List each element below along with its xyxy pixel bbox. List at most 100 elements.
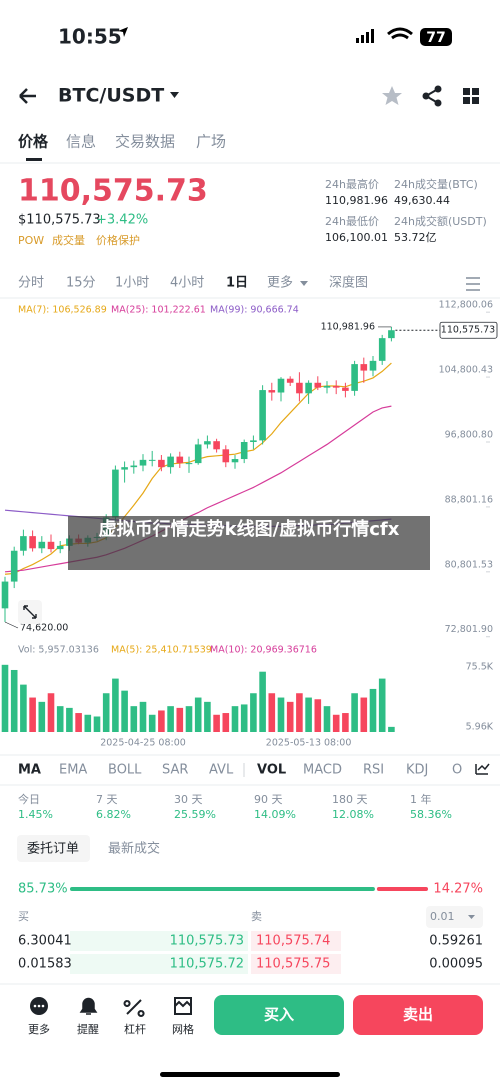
volume-bar — [185, 706, 193, 732]
candle-body — [332, 386, 340, 388]
volume-bar — [38, 701, 46, 732]
indicator-tab[interactable]: MACD — [303, 763, 342, 778]
y-tick-label: 88,801.16 — [445, 494, 493, 505]
sell-button[interactable] — [353, 995, 483, 1035]
period-label: 180 天 — [332, 793, 368, 806]
overlay-caption: 虚拟币行情走势k线图/虚拟币行情cfx — [68, 516, 430, 570]
candle-body — [29, 536, 36, 549]
candle-body — [286, 378, 294, 383]
candle-body — [130, 465, 138, 468]
volume-bar — [102, 693, 110, 732]
volume-bar — [112, 678, 119, 732]
volume-bar — [10, 669, 18, 732]
back-button[interactable] — [19, 88, 36, 104]
more-icon[interactable] — [30, 997, 48, 1015]
volume-tick-label: 5.96K — [466, 721, 494, 732]
timeframe[interactable]: 1日 — [226, 276, 248, 291]
period-change: 58.36% — [410, 808, 452, 821]
indicator-settings[interactable] — [475, 763, 490, 775]
candle-body — [314, 382, 322, 388]
indicator-tab[interactable]: AVL — [209, 763, 234, 778]
order-tab[interactable]: 最新成交 — [108, 841, 160, 857]
indicator-tab[interactable]: BOLL — [108, 763, 142, 778]
legend-item: MA(25): 101,222.61 — [111, 305, 206, 316]
sell-ratio-label: 14.27% — [433, 882, 483, 897]
indicator-tab[interactable]: MA — [18, 763, 41, 778]
indicator-tab[interactable]: O — [452, 763, 462, 778]
indicator-tab[interactable]: SAR — [162, 763, 188, 778]
buy-button[interactable] — [214, 995, 344, 1035]
alert-icon[interactable] — [79, 997, 98, 1015]
timeframe[interactable]: 更多 — [267, 275, 293, 291]
low-label: 74,620.00 — [20, 622, 68, 633]
volume-bar — [139, 701, 147, 732]
candle-body — [121, 467, 128, 470]
tab[interactable]: 价格 — [18, 133, 49, 151]
stat-label: 24h成交量(BTC) — [394, 177, 478, 191]
precision-selector[interactable] — [426, 906, 483, 928]
share-button[interactable] — [422, 85, 442, 107]
chart-settings[interactable] — [466, 277, 480, 291]
usd-price: $110,575.73 — [18, 213, 101, 228]
volume-legend: MA(5): 25,410.71539 — [111, 645, 212, 656]
volume-bar — [47, 693, 55, 732]
bottom-bar-label[interactable]: 更多 — [28, 1022, 50, 1036]
candle-body — [185, 463, 193, 465]
ask-price: 110,575.74 — [256, 934, 330, 949]
volume-bar — [20, 684, 27, 732]
indicator-tab[interactable]: RSI — [363, 763, 384, 778]
timeframe[interactable]: 深度图 — [329, 275, 368, 291]
timeframe[interactable]: 4小时 — [170, 276, 204, 291]
more-dropdown-icon — [300, 281, 308, 286]
candle-body — [148, 459, 156, 461]
bottom-bar-label[interactable]: 网格 — [172, 1022, 194, 1036]
indicator-tab[interactable]: KDJ — [406, 763, 428, 778]
grid-icon[interactable] — [174, 997, 192, 1015]
bottom-bar-label[interactable]: 提醒 — [77, 1023, 99, 1036]
volume-bar — [204, 701, 211, 732]
candle-body — [47, 541, 55, 550]
last-price-tag — [439, 321, 498, 339]
candle-body — [250, 440, 257, 443]
period-change: 12.08% — [332, 808, 374, 821]
location-icon — [118, 27, 128, 37]
y-tick-label: 80,801.53 — [445, 559, 493, 570]
volume-bar — [84, 714, 92, 732]
leverage-icon[interactable] — [123, 999, 145, 1017]
pair-title[interactable]: BTC/USDT — [58, 85, 164, 107]
bid-price: 110,575.73 — [170, 934, 244, 949]
stat-value: 49,630.44 — [394, 194, 450, 207]
bid-amount: 0.01583 — [18, 957, 72, 972]
order-tab[interactable]: 委托订单 — [27, 842, 79, 857]
ask-amount: 0.59261 — [429, 934, 483, 949]
sell-label: 卖出 — [403, 1006, 433, 1024]
expand-button[interactable] — [18, 600, 42, 624]
timeframe[interactable]: 15分 — [66, 276, 96, 291]
depth-bg — [251, 931, 341, 951]
tab[interactable]: 广场 — [196, 133, 226, 151]
dropdown-icon — [468, 915, 475, 919]
favorite-button[interactable] — [382, 86, 402, 105]
layout-button[interactable] — [463, 88, 479, 104]
sell-header: 卖 — [251, 910, 262, 923]
x-tick-label: 2025-05-13 08:00 — [266, 738, 352, 749]
high-label: 110,981.96 — [321, 321, 375, 332]
tab[interactable]: 信息 — [66, 133, 96, 151]
stat-value: 53.72亿 — [394, 231, 437, 244]
candle-body — [342, 387, 349, 391]
y-tick-label: 112,800.06 — [439, 300, 493, 311]
indicator-tab[interactable]: VOL — [257, 763, 286, 778]
tab-background — [17, 835, 90, 862]
period-change: 6.82% — [96, 808, 131, 821]
timeframe[interactable]: 1小时 — [115, 276, 149, 291]
period-label: 今日 — [18, 792, 40, 806]
home-indicator — [160, 1072, 340, 1077]
candle-body — [268, 390, 276, 393]
battery — [420, 28, 452, 46]
candle-body — [231, 459, 239, 463]
bottom-bar-label[interactable]: 杠杆 — [124, 1022, 146, 1036]
indicator-tab[interactable]: EMA — [59, 763, 87, 778]
tab[interactable]: 交易数据 — [115, 133, 175, 151]
timeframe[interactable]: 分时 — [18, 276, 44, 291]
